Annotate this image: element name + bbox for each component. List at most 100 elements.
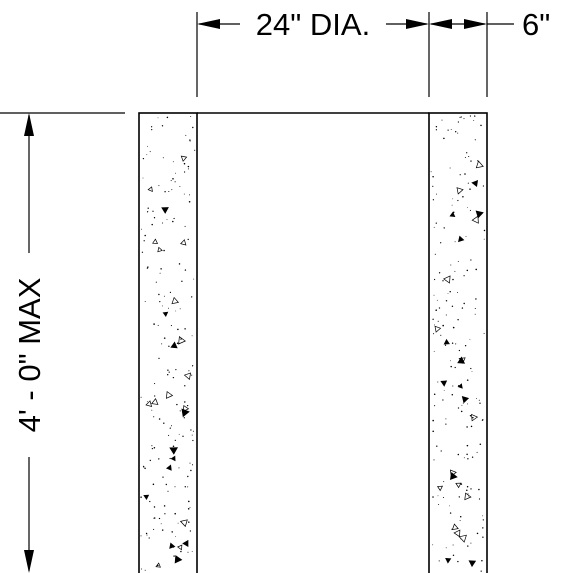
- hatch-aggregate: [451, 523, 459, 531]
- hatch-dot: [452, 385, 454, 387]
- hatch-dot: [141, 251, 144, 253]
- hatch-dot: [445, 423, 447, 425]
- hatch-dot: [151, 223, 153, 226]
- hatch-dot: [436, 299, 438, 301]
- hatch-dot: [455, 343, 457, 345]
- hatch-dot: [449, 167, 451, 169]
- hatch-dot: [479, 443, 482, 446]
- hatch-dot: [451, 342, 454, 344]
- hatch-aggregate: [161, 207, 169, 214]
- hatch-dot: [172, 376, 175, 379]
- hatch-dot: [155, 281, 157, 283]
- hatch-dot: [466, 426, 468, 428]
- hatch-dot: [174, 439, 176, 442]
- hatch-dot: [175, 310, 177, 312]
- hatch-dot: [469, 414, 472, 417]
- hatch-dot: [158, 458, 160, 460]
- hatch-dot: [459, 116, 461, 118]
- hatch-dot: [478, 498, 481, 500]
- hatch-dot: [146, 534, 148, 536]
- hatch-dot: [159, 301, 161, 303]
- hatch-dot: [438, 272, 441, 274]
- hatch-dot: [459, 520, 461, 521]
- hatch-dot: [187, 475, 189, 478]
- hatch-dot: [463, 275, 465, 277]
- hatch-dot: [430, 171, 432, 173]
- hatch-dot: [176, 342, 179, 345]
- hatch-dot: [466, 453, 468, 456]
- hatch-dot: [452, 278, 454, 281]
- hatch-dot: [174, 536, 176, 537]
- hatch-dot: [435, 222, 437, 224]
- hatch-dot: [164, 513, 166, 515]
- hatch-dot: [158, 357, 160, 360]
- hatch-aggregate: [468, 560, 477, 568]
- hatch-dot: [143, 240, 145, 242]
- hatch-dot: [476, 451, 478, 453]
- hatch-aggregate: [147, 186, 153, 192]
- hatch-dot: [184, 385, 186, 387]
- hatch-aggregate: [169, 542, 176, 549]
- hatch-aggregate: [174, 555, 183, 564]
- hatch-dot: [171, 189, 173, 191]
- hatch-dot: [434, 405, 436, 407]
- hatch-dot: [466, 269, 469, 272]
- hatch-aggregate: [171, 296, 180, 305]
- hatch-dot: [184, 225, 186, 227]
- hatch-dot: [433, 294, 435, 296]
- hatch-dot: [457, 319, 459, 321]
- hatch-dot: [482, 536, 484, 538]
- hatch-dot: [467, 403, 468, 405]
- hatch-dot: [467, 545, 469, 547]
- hatch-dot: [434, 253, 436, 255]
- hatch-dot: [189, 194, 190, 196]
- hatch-dot: [167, 374, 169, 376]
- hatch-dot: [188, 201, 191, 203]
- hatch-dot: [162, 157, 164, 159]
- hatch-dot: [467, 207, 468, 209]
- hatch-dot: [154, 395, 156, 397]
- hatch-dot: [178, 433, 180, 435]
- hatch-dot: [457, 132, 459, 134]
- hatch-dot: [471, 456, 474, 458]
- hatch-dot: [149, 151, 151, 153]
- hatch-dot: [461, 404, 463, 406]
- hatch-dot: [151, 409, 153, 411]
- hatch-dot: [437, 495, 439, 497]
- hatch-dot: [432, 430, 434, 433]
- hatch-dot: [178, 467, 180, 469]
- hatch-dot: [151, 445, 153, 447]
- hatch-dot: [434, 278, 436, 281]
- hatch-dot: [191, 365, 194, 367]
- hatch-dot: [191, 434, 193, 436]
- hatch-dot: [432, 544, 434, 546]
- hatch-dot: [192, 439, 194, 442]
- hatch-dot: [432, 419, 434, 422]
- hatch-dot: [457, 199, 459, 202]
- hatch-dot: [442, 496, 445, 499]
- hatch-dot: [187, 508, 190, 510]
- hatch-dot: [482, 527, 484, 529]
- hatch-dot: [189, 139, 191, 141]
- hatch-aggregate: [443, 275, 451, 284]
- hatch-dot: [433, 226, 435, 228]
- hatch-dot: [469, 209, 471, 211]
- hatch-dot: [163, 422, 165, 424]
- hatch-dot: [463, 457, 465, 459]
- hatch-dot: [469, 115, 472, 117]
- hatch-dot: [481, 560, 483, 562]
- hatch-dot: [144, 569, 146, 571]
- hatch-dot: [158, 517, 161, 520]
- hatch-dot: [193, 278, 195, 280]
- hatch-aggregate: [440, 380, 448, 387]
- hatch-dot: [149, 459, 151, 462]
- hatch-dot: [168, 345, 170, 347]
- hatch-dot: [140, 396, 142, 398]
- hatch-dot: [187, 486, 189, 488]
- hatch-aggregate: [157, 246, 163, 253]
- hatch-dot: [182, 435, 184, 437]
- left-wall-hatch: [140, 116, 196, 571]
- hatch-dot: [145, 532, 148, 535]
- hatch-aggregate: [475, 160, 484, 169]
- hatch-dot: [160, 268, 162, 270]
